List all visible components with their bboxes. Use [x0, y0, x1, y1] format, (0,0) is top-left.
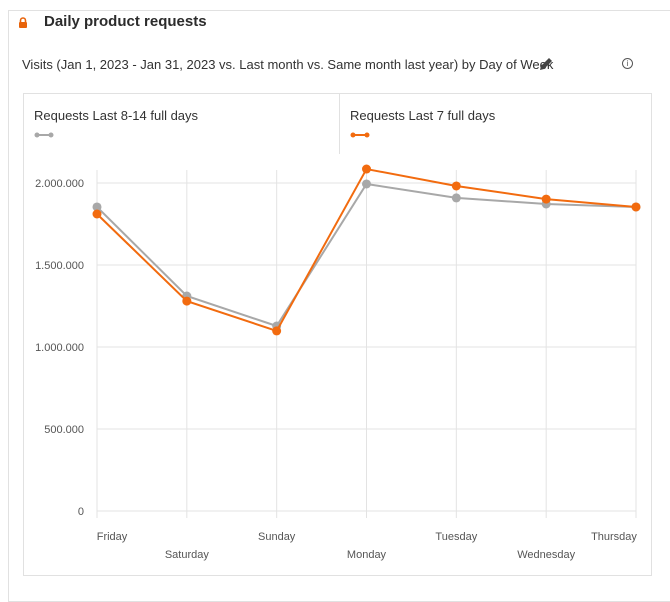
legend-item-1[interactable]: Requests Last 7 full days [340, 94, 650, 154]
pencil-icon[interactable] [538, 56, 554, 72]
data-point-0 [451, 193, 461, 203]
chart-container: Requests Last 8-14 full days Requests La… [23, 93, 652, 576]
data-point-1 [272, 326, 282, 336]
data-point-0 [92, 202, 102, 212]
data-point-1 [451, 181, 461, 191]
line-chart: 0 500.000 1.000.000 1.500.000 2.000.000 Frida… [35, 164, 641, 561]
data-point-1 [92, 209, 102, 219]
data-point-1 [182, 296, 192, 306]
legend-label: Requests Last 8-14 full days [34, 108, 199, 123]
x-tick-label: Tuesday [435, 531, 477, 543]
data-point-1 [541, 194, 551, 204]
legend-label: Requests Last 7 full days [350, 108, 496, 123]
data-point-0 [362, 179, 371, 189]
lock-icon [19, 17, 27, 28]
x-tick-label: Sunday [258, 531, 296, 543]
x-tick-label: Monday [347, 549, 387, 561]
info-icon[interactable]: i [622, 58, 633, 69]
x-tick-label: Thursday [591, 531, 637, 543]
x-tick-label: Friday [97, 531, 128, 543]
x-tick-label: Wednesday [517, 549, 575, 561]
y-tick-label: 1.500.000 [35, 260, 84, 272]
data-point-1 [631, 202, 641, 212]
data-point-1 [362, 164, 371, 174]
legend-marker-orange [350, 132, 370, 138]
legend-item-0[interactable]: Requests Last 8-14 full days [24, 94, 339, 154]
x-tick-label: Saturday [165, 549, 210, 561]
legend-divider [339, 94, 340, 154]
chart-subtitle: Visits (Jan 1, 2023 - Jan 31, 2023 vs. L… [22, 57, 554, 72]
y-tick-label: 2.000.000 [35, 178, 84, 190]
legend-marker-gray [34, 132, 54, 138]
widget-title: Daily product requests [44, 13, 207, 30]
y-tick-label: 500.000 [44, 424, 84, 436]
y-tick-label: 1.000.000 [35, 342, 84, 354]
y-tick-label: 0 [78, 506, 84, 518]
